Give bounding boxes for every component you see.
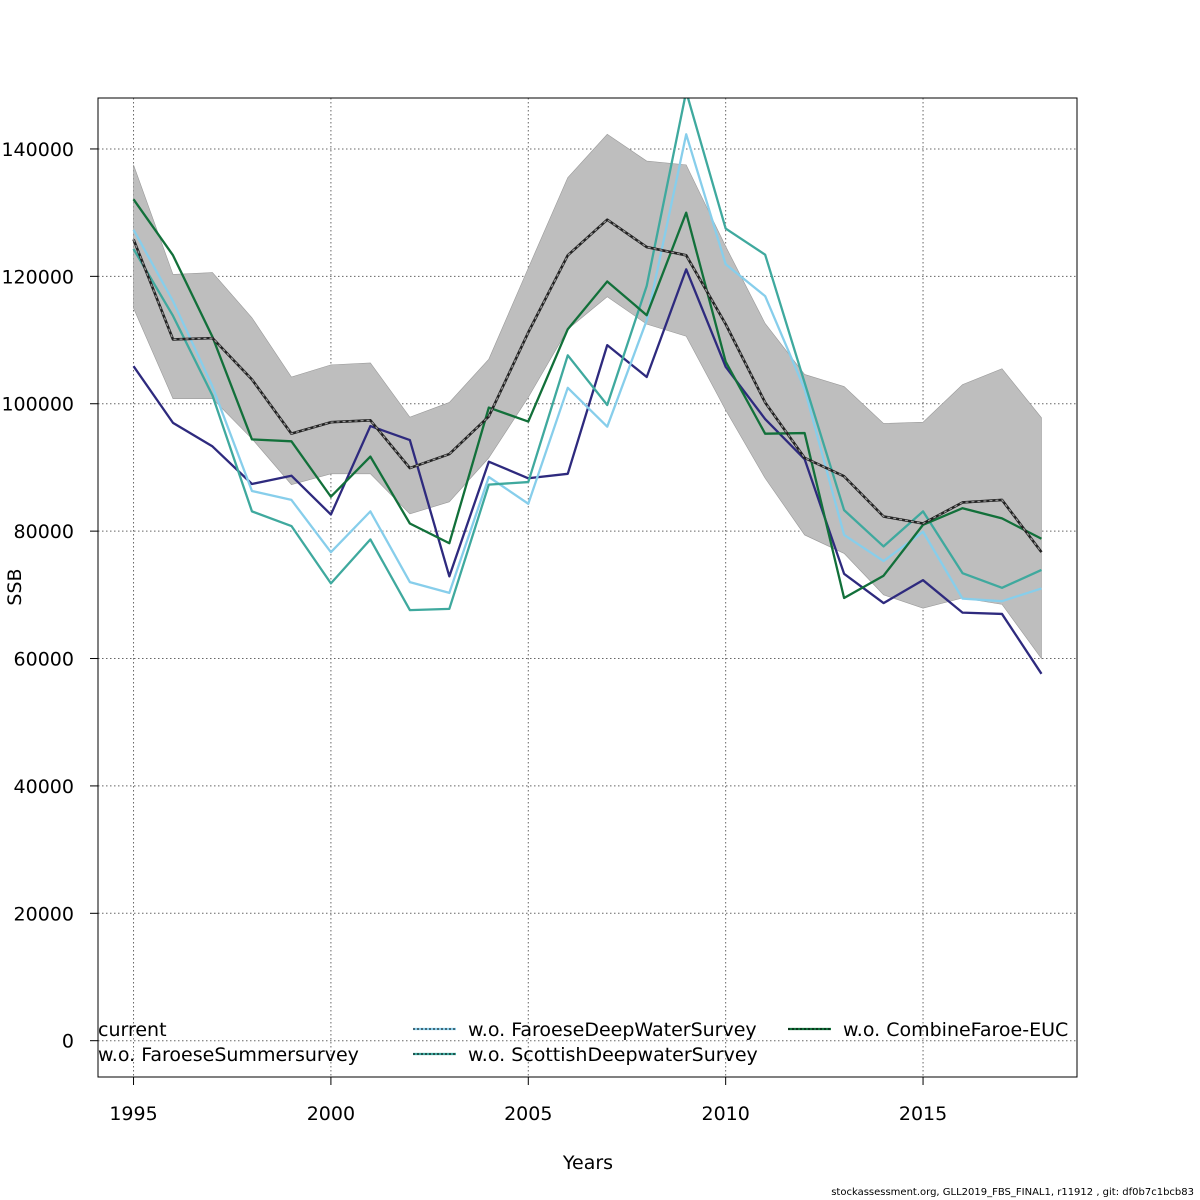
y-tick-label: 140000 [1, 139, 74, 161]
x-axis-label: Years [562, 1152, 613, 1174]
legend-label-w-o-combinefaroe-euc: w.o. CombineFaroe-EUC [843, 1019, 1068, 1041]
footer-credit: stockassessment.org, GLL2019_FBS_FINAL1,… [831, 1187, 1194, 1198]
legend: current w.o. FaroeseSummersurvey w.o. Faro… [98, 1019, 1068, 1066]
series-line-w-o-scottishdeepwatersurvey [132, 98, 1042, 612]
confidence-band-layer [133, 133, 1042, 660]
legend-label-current: current [98, 1019, 167, 1041]
y-tick-label: 0 [62, 1031, 74, 1053]
y-axis: 0 20000 40000 60000 80000 100000 120000 140000 [1, 139, 98, 1053]
legend-label-w-o-faroesesummersurvey: w.o. FaroeseSummersurvey [98, 1044, 359, 1066]
y-tick-label: 60000 [14, 649, 74, 671]
series-line-current [132, 218, 1042, 553]
confidence-band [133, 133, 1042, 660]
plot-frame [97, 97, 1078, 1078]
x-tick-label: 2005 [504, 1103, 552, 1125]
x-axis: 1995 2000 2005 2010 2015 [109, 1077, 947, 1125]
series-layer [132, 98, 1043, 675]
x-tick-label: 2010 [701, 1103, 749, 1125]
series-line-w-o-faroesedeepwatersurvey [132, 133, 1042, 603]
x-tick-label: 2015 [899, 1103, 947, 1125]
legend-label-w-o-faroesedeepwatersurvey: w.o. FaroeseDeepWaterSurvey [468, 1019, 757, 1041]
x-tick-label: 2000 [307, 1103, 355, 1125]
y-tick-label: 40000 [14, 776, 74, 798]
y-tick-label: 80000 [14, 521, 74, 543]
y-tick-label: 120000 [1, 266, 74, 288]
series-line-w-o-combinefaroe-euc [132, 198, 1042, 600]
y-axis-label: SSB [4, 568, 26, 605]
y-tick-label: 100000 [1, 394, 74, 416]
series-line-w-o-faroesesummersurvey [132, 268, 1043, 675]
x-tick-label: 1995 [109, 1103, 157, 1125]
y-tick-label: 20000 [14, 903, 74, 925]
legend-label-w-o-scottishdeepwatersurvey: w.o. ScottishDeepwaterSurvey [468, 1044, 758, 1066]
